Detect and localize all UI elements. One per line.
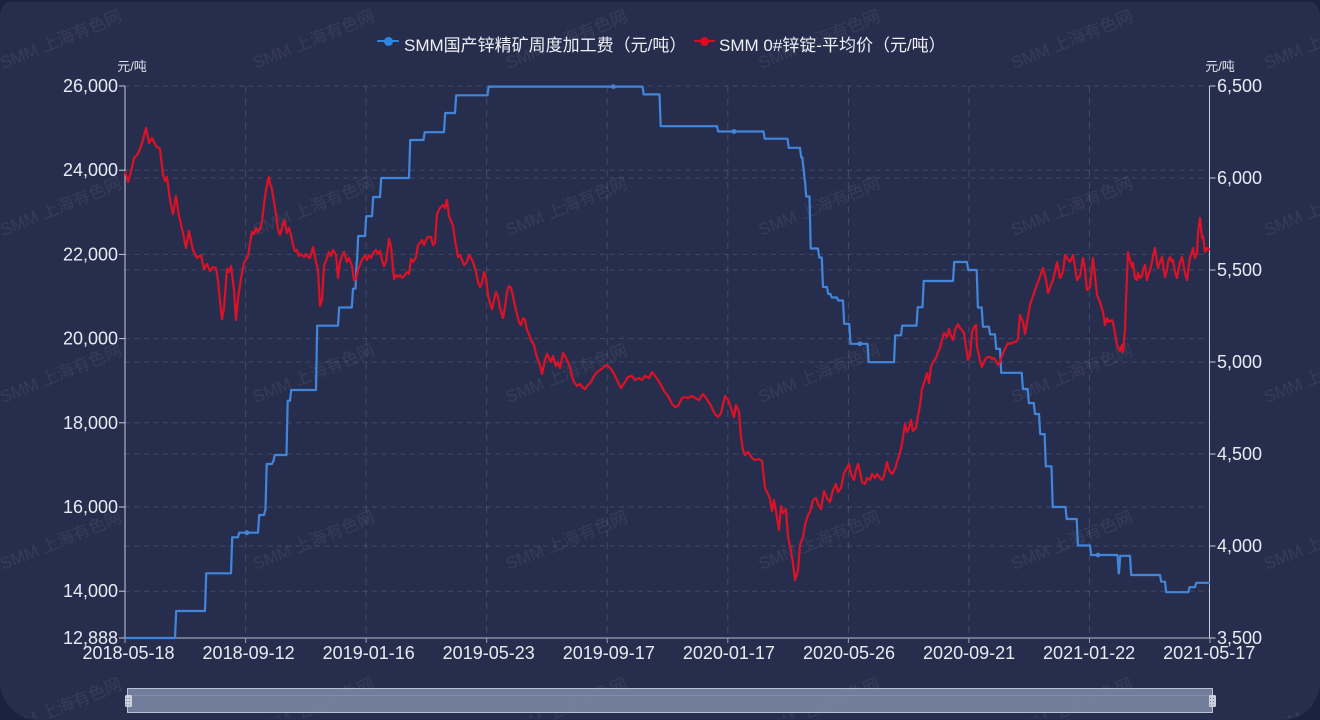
svg-text:6,500: 6,500 [1217,76,1262,96]
svg-text:2020-05-26: 2020-05-26 [803,643,895,663]
svg-text:3,500: 3,500 [1217,628,1262,648]
svg-text:2019-01-16: 2019-01-16 [323,643,415,663]
svg-text:2021-01-22: 2021-01-22 [1043,643,1135,663]
svg-text:2019-09-17: 2019-09-17 [563,643,655,663]
svg-text:14,000: 14,000 [63,581,118,601]
svg-text:2021-05-17: 2021-05-17 [1163,643,1255,663]
svg-text:16,000: 16,000 [63,497,118,517]
svg-text:2018-05-18: 2018-05-18 [82,643,174,663]
svg-text:2018-09-12: 2018-09-12 [203,643,295,663]
svg-text:2020-09-21: 2020-09-21 [923,643,1015,663]
svg-text:5,000: 5,000 [1217,352,1262,372]
svg-text:5,500: 5,500 [1217,260,1262,280]
svg-text:20,000: 20,000 [63,329,118,349]
svg-text:22,000: 22,000 [63,244,118,264]
svg-text:4,000: 4,000 [1217,536,1262,556]
svg-text:26,000: 26,000 [63,76,118,96]
svg-text:2020-01-17: 2020-01-17 [683,643,775,663]
svg-text:元/吨: 元/吨 [1205,59,1235,74]
svg-text:2019-05-23: 2019-05-23 [443,643,535,663]
svg-text:6,000: 6,000 [1217,168,1262,188]
svg-text:24,000: 24,000 [63,160,118,180]
svg-text:18,000: 18,000 [63,413,118,433]
svg-text:4,500: 4,500 [1217,444,1262,464]
svg-text:12,888: 12,888 [63,628,118,648]
svg-text:元/吨: 元/吨 [117,59,147,74]
